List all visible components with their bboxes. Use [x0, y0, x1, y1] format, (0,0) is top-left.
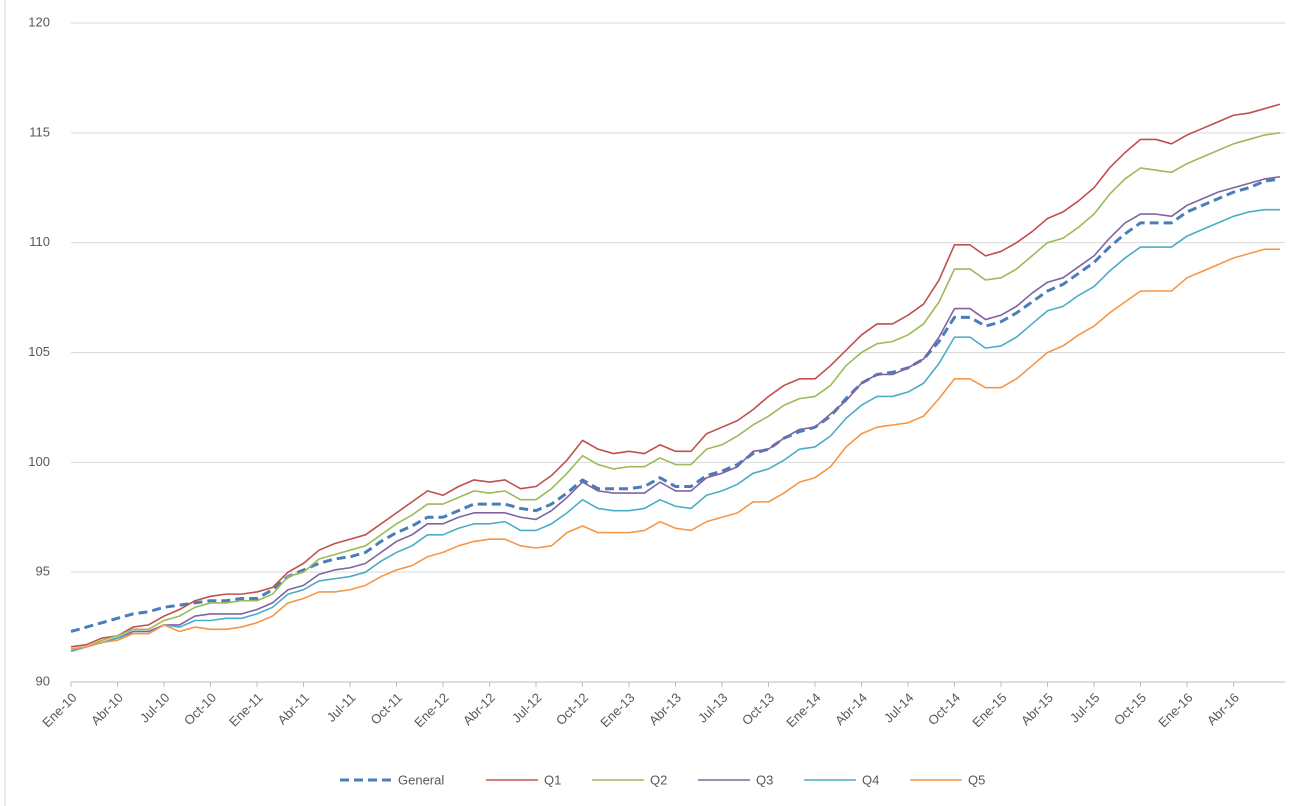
series-line — [70, 132, 1281, 650]
series-line — [70, 177, 1281, 633]
legend-label: General — [398, 772, 444, 787]
y-tick-label: 110 — [29, 234, 50, 249]
y-tick-label: 90 — [36, 673, 50, 688]
y-tick-label: 120 — [28, 14, 50, 29]
series-line — [70, 248, 1280, 650]
y-tick-label: 95 — [36, 564, 50, 579]
series-line — [70, 208, 1280, 653]
series-line — [70, 175, 1281, 653]
legend-label: Q2 — [650, 772, 667, 787]
y-tick-label: 100 — [28, 454, 50, 469]
y-tick-label: 115 — [29, 124, 50, 139]
legend-label: Q5 — [968, 772, 985, 787]
legend-label: Q4 — [862, 772, 879, 787]
legend-label: Q1 — [544, 772, 561, 787]
y-tick-label: 105 — [28, 344, 50, 359]
legend-label: Q3 — [756, 772, 773, 787]
series-line — [70, 103, 1281, 648]
